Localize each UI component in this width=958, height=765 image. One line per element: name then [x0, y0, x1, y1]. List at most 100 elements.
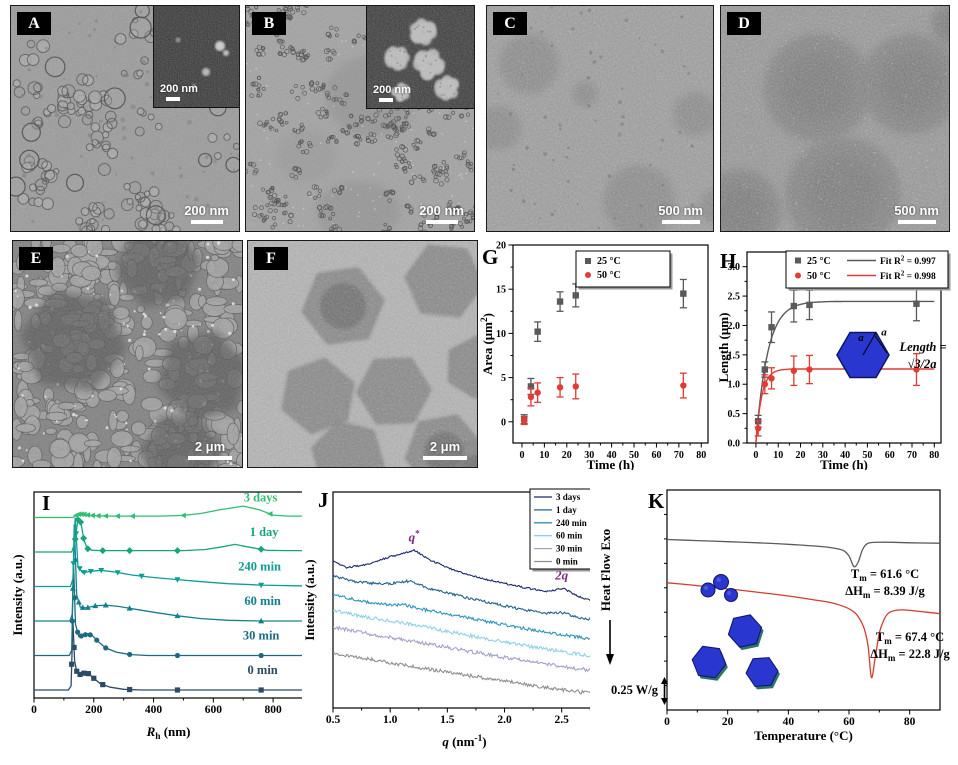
- svg-text:25 °C: 25 °C: [597, 256, 621, 267]
- svg-text:40: 40: [607, 450, 617, 461]
- panel-letter-c: C: [493, 12, 527, 35]
- svg-text:40: 40: [840, 450, 850, 461]
- svg-text:Intensity (a.u.): Intensity (a.u.): [302, 559, 317, 640]
- scalebar-line: [897, 220, 936, 224]
- tem-inset-canvas-b: [367, 6, 474, 108]
- chart-saxs-intensity: 0.5 1.0 1.5 2.0 2.5 q (nm-1) Intensity (a.u.) J…: [302, 478, 598, 765]
- svg-text:0: 0: [519, 450, 524, 461]
- saxs-curve-60 min: [333, 609, 596, 658]
- svg-text:ΔHm = 8.39 J/g: ΔHm = 8.39 J/g: [845, 584, 925, 600]
- scalebar-line: [423, 456, 467, 460]
- svg-text:√3/2a: √3/2a: [907, 357, 936, 371]
- svg-text:70: 70: [907, 450, 917, 461]
- scalebar-text: 2 μm: [194, 439, 226, 454]
- svg-text:400: 400: [145, 704, 163, 716]
- tem-canvas-c: [487, 6, 713, 231]
- tem-panel-d: D 500 nm: [720, 5, 950, 232]
- svg-text:25 °C: 25 °C: [807, 256, 831, 267]
- panel-letter-text: D: [738, 14, 750, 32]
- axes: 0.5 1.0 1.5 2.0 2.5 q (nm-1) Intensity (a.u.): [302, 491, 597, 749]
- series-50 °C: [754, 353, 920, 437]
- hexagon-icon: [745, 657, 779, 687]
- svg-text:0.5: 0.5: [728, 409, 741, 420]
- scalebar-b: 200 nm: [419, 203, 464, 224]
- svg-text:H: H: [720, 249, 736, 273]
- svg-text:Time (h): Time (h): [587, 457, 635, 470]
- axes: 0 10 20 30 40 50 60 70 80 0 5 10 15 20 Time (h) Area (μ…: [480, 241, 709, 470]
- svg-text:Tm = 61.6 °C: Tm = 61.6 °C: [851, 567, 919, 583]
- svg-text:Area (μm2): Area (μm2): [480, 313, 495, 375]
- svg-text:Tm = 67.4 °C: Tm = 67.4 °C: [876, 630, 944, 646]
- svg-text:0.5: 0.5: [326, 714, 341, 726]
- panel-letter-f: F: [254, 247, 288, 270]
- svg-text:10: 10: [539, 450, 549, 461]
- dsc-curve-platelets: [667, 582, 940, 679]
- svg-text:ΔHm = 22.8 J/g: ΔHm = 22.8 J/g: [870, 647, 950, 663]
- inset-scalebar-line: [166, 97, 180, 101]
- svg-text:60: 60: [885, 450, 895, 461]
- inset-scalebar-text: 200 nm: [160, 83, 198, 95]
- scalebar-e: 2 μm: [188, 439, 232, 460]
- svg-text:240 min: 240 min: [238, 560, 281, 574]
- inset-scalebar-a: 200 nm: [160, 83, 198, 101]
- axes: 0 200 400 600 800 Rh (nm) Intensity (a.u.): [10, 491, 304, 742]
- svg-text:Temperature (°C): Temperature (°C): [754, 728, 853, 743]
- svg-text:0 min: 0 min: [556, 557, 578, 567]
- svg-text:10: 10: [773, 450, 783, 461]
- scalebar-text: 200 nm: [184, 203, 229, 218]
- svg-text:800: 800: [264, 704, 282, 716]
- svg-text:G: G: [482, 245, 498, 269]
- svg-text:30 min: 30 min: [556, 544, 582, 554]
- svg-text:30: 30: [818, 450, 828, 461]
- sphere-icon: [700, 582, 716, 598]
- scalebar-f: 2 μm: [423, 439, 467, 460]
- svg-text:2.0: 2.0: [728, 321, 741, 332]
- scalebar-line: [190, 220, 223, 224]
- hexagon-inset: a a Length = √3/2a: [836, 326, 947, 379]
- dsc-scale-label: 0.25 W/g: [611, 683, 659, 697]
- svg-text:3.0: 3.0: [728, 262, 741, 273]
- inset-scalebar-b: 200 nm: [373, 84, 411, 102]
- tem-canvas-d: [721, 6, 949, 231]
- chart-length-vs-time: 0 10 20 30 40 50 60 70 80 0.0 0.5 1.0 1.5 2.0 2.5 3.0 Ti…: [716, 238, 958, 470]
- svg-text:80: 80: [904, 716, 916, 728]
- svg-text:50: 50: [629, 450, 639, 461]
- svg-text:70: 70: [674, 450, 684, 461]
- svg-text:1 day: 1 day: [556, 505, 577, 515]
- svg-text:3 days: 3 days: [244, 491, 278, 505]
- svg-text:60: 60: [651, 450, 661, 461]
- tem-inset-canvas-a: [154, 6, 239, 107]
- sphere-icon: [713, 574, 729, 590]
- svg-text:80: 80: [696, 450, 706, 461]
- fit-curves: [755, 300, 935, 443]
- scalebar-text: 200 nm: [419, 203, 464, 218]
- svg-text:Fit R2 = 0.998: Fit R2 = 0.998: [880, 270, 936, 282]
- svg-text:3 days: 3 days: [556, 492, 581, 502]
- panel-letter-e: E: [19, 247, 53, 270]
- series-50 °C: [520, 372, 687, 426]
- saxs-curve-30 min: [333, 625, 596, 673]
- axes: 0 20 40 60 80 Temperature (°C): [664, 489, 941, 743]
- tem-canvas-e: [13, 241, 242, 467]
- svg-text:0.0: 0.0: [728, 439, 741, 450]
- dls-curve-1 day: [34, 515, 303, 555]
- tem-panel-e: E 2 μm: [12, 240, 243, 468]
- svg-text:60 min: 60 min: [556, 531, 582, 541]
- series-25 °C: [520, 278, 687, 425]
- svg-text:2.5: 2.5: [555, 714, 570, 726]
- panel-letter-a: A: [17, 12, 51, 35]
- saxs-curve-0 min: [333, 652, 596, 696]
- dsc-curve-micelles: [667, 538, 940, 568]
- saxs-curve-3 days: [333, 548, 596, 603]
- tem-panel-b: B 200 nm 200 nm: [245, 5, 475, 232]
- svg-text:0 min: 0 min: [248, 663, 278, 677]
- scalebar-text: 2 μm: [429, 439, 461, 454]
- svg-text:1.5: 1.5: [440, 714, 455, 726]
- inset-scalebar-line: [379, 98, 393, 102]
- svg-text:20: 20: [722, 716, 734, 728]
- svg-text:40: 40: [783, 716, 795, 728]
- panel-letter-text: A: [28, 14, 40, 32]
- tem-inset-a: 200 nm: [153, 6, 239, 108]
- svg-text:q (nm-1): q (nm-1): [442, 734, 486, 749]
- chart-area-vs-time: 0 10 20 30 40 50 60 70 80 0 5 10 15 20 Time (h) Area (μ…: [480, 238, 718, 470]
